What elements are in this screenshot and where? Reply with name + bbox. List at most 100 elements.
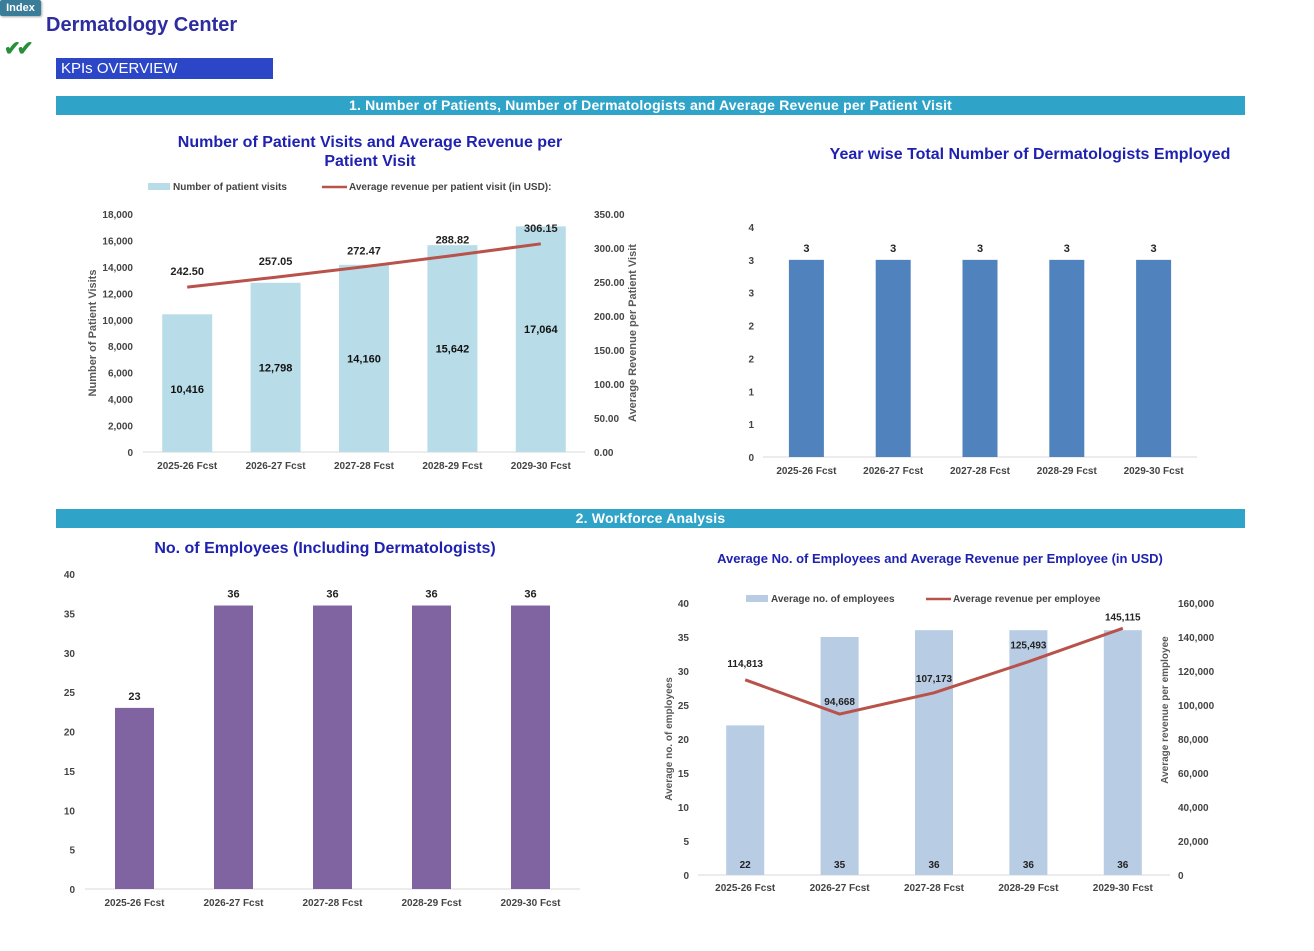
y-tick-label: 10	[678, 803, 690, 814]
dermatologists-chart-title: Year wise Total Number of Dermatologists…	[829, 146, 1231, 163]
bar-data-label: 3	[1151, 243, 1157, 255]
bar-data-label: 17,064	[524, 324, 559, 336]
x-tick-label: 2028-29 Fcst	[422, 461, 483, 472]
x-tick-label: 2025-26 Fcst	[157, 461, 218, 472]
y2-tick-label: 150.00	[594, 346, 625, 357]
y-axis-label: Number of Patient Visits	[87, 270, 99, 397]
x-tick-label: 2026-27 Fcst	[246, 461, 307, 472]
patient-visits-chart-title: Number of Patient Visits and Average Rev…	[150, 133, 590, 171]
legend-label-patient-visits: Number of patient visits	[173, 182, 287, 193]
y-tick-label: 25	[64, 688, 76, 699]
y-tick-label: 16,000	[102, 236, 133, 247]
y-tick-label: 2,000	[108, 422, 133, 433]
bar-dermatologists	[788, 259, 824, 457]
line-data-label: 107,173	[916, 674, 953, 685]
bar-employees	[511, 605, 550, 889]
line-data-label: 272.47	[347, 246, 381, 258]
y-axis-label: Average no. of employees	[664, 677, 675, 801]
bar-data-label: 36	[928, 860, 940, 871]
bar-data-label: 14,160	[347, 353, 381, 365]
y-tick-label: 35	[64, 609, 76, 620]
y2-axis-label: Average revenue per employee	[1160, 636, 1171, 784]
y-tick-label: 20	[64, 728, 76, 739]
line-data-label: 125,493	[1010, 641, 1047, 652]
bar-data-label: 10,416	[170, 384, 204, 396]
y-tick-label: 1	[748, 420, 754, 431]
line-data-label: 257.05	[259, 256, 293, 268]
index-button[interactable]: Index	[0, 0, 41, 16]
page-title: Dermatology Center	[46, 14, 238, 36]
y-tick-label: 40	[64, 570, 76, 581]
x-tick-label: 2025-26 Fcst	[715, 883, 776, 894]
line-data-label: 145,115	[1105, 612, 1141, 623]
bar-data-label: 3	[803, 243, 809, 255]
bar-data-label: 36	[227, 589, 239, 601]
x-tick-label: 2029-30 Fcst	[500, 898, 561, 909]
line-avg-revenue-employee	[744, 626, 1124, 716]
y2-tick-label: 40,000	[1178, 803, 1209, 814]
x-tick-label: 2028-29 Fcst	[998, 883, 1059, 894]
y2-tick-label: 350.00	[594, 210, 625, 221]
y-tick-label: 15	[678, 769, 690, 780]
bar-data-label: 22	[740, 860, 752, 871]
x-tick-label: 2029-30 Fcst	[1093, 883, 1154, 894]
bar-data-label: 23	[128, 691, 140, 703]
y2-tick-label: 100,000	[1178, 701, 1215, 712]
bar-dermatologists	[1049, 259, 1085, 457]
bar-data-label: 3	[977, 243, 983, 255]
y-tick-label: 15	[64, 767, 76, 778]
y-tick-label: 0	[683, 871, 689, 882]
patient-visits-title-line2: Patient Visit	[324, 153, 416, 170]
y-tick-label: 30	[64, 649, 76, 660]
legend-label-avg-revenue: Average revenue per patient visit (in US…	[349, 182, 551, 193]
line-data-label: 242.50	[170, 266, 204, 278]
line-data-label: 288.82	[436, 235, 470, 247]
y2-tick-label: 300.00	[594, 244, 625, 255]
kpi-overview-label: KPIs OVERVIEW	[56, 58, 273, 79]
x-tick-label: 2026-27 Fcst	[203, 898, 264, 909]
bar-data-label: 36	[524, 589, 536, 601]
y2-tick-label: 160,000	[1178, 599, 1215, 610]
y2-axis-label: Average Revenue per Patient Visit	[627, 244, 639, 422]
y-tick-label: 40	[678, 599, 690, 610]
y2-tick-label: 100.00	[594, 380, 625, 391]
legend-swatch-avg-employees	[746, 595, 768, 602]
x-tick-label: 2026-27 Fcst	[863, 466, 924, 477]
y-tick-label: 5	[69, 846, 75, 857]
y2-tick-label: 50.00	[594, 414, 619, 425]
bar-data-label: 3	[1064, 243, 1070, 255]
y2-tick-label: 60,000	[1178, 769, 1209, 780]
bar-employees	[412, 605, 451, 889]
bar-avg-employees	[915, 630, 953, 875]
x-tick-label: 2025-26 Fcst	[104, 898, 165, 909]
y-tick-label: 0	[127, 448, 133, 459]
y-tick-label: 2	[748, 354, 754, 365]
y-tick-label: 10,000	[102, 316, 133, 327]
patient-visits-title-line1: Number of Patient Visits and Average Rev…	[177, 134, 563, 151]
y-tick-label: 3	[748, 256, 754, 267]
x-tick-label: 2027-28 Fcst	[334, 461, 395, 472]
x-tick-label: 2029-30 Fcst	[511, 461, 572, 472]
bar-patient-visits	[162, 314, 213, 452]
y2-tick-label: 0	[1178, 871, 1184, 882]
y-tick-label: 30	[678, 667, 690, 678]
y2-tick-label: 250.00	[594, 278, 625, 289]
y-tick-label: 18,000	[102, 210, 133, 221]
y-tick-label: 6,000	[108, 369, 133, 380]
y2-tick-label: 140,000	[1178, 633, 1215, 644]
x-tick-label: 2026-27 Fcst	[810, 883, 871, 894]
x-tick-label: 2028-29 Fcst	[401, 898, 462, 909]
legend-label-avg-employees: Average no. of employees	[771, 594, 895, 605]
line-avg-revenue	[187, 242, 541, 289]
y-tick-label: 2	[748, 322, 754, 333]
bar-dermatologists	[1136, 259, 1172, 457]
bar-data-label: 15,642	[436, 344, 470, 356]
section-header-workforce: 2. Workforce Analysis	[56, 509, 1245, 528]
bar-dermatologists	[962, 259, 998, 457]
bar-data-label: 36	[1023, 860, 1035, 871]
bar-patient-visits	[250, 282, 301, 452]
y-tick-label: 3	[748, 289, 754, 300]
bar-avg-employees	[820, 637, 859, 875]
legend-swatch-patient-visits	[148, 183, 170, 190]
